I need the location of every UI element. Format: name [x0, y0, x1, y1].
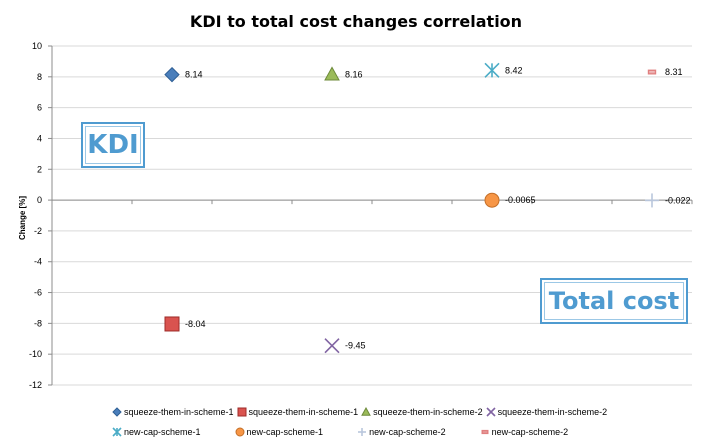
legend-item: squeeze-them-in-scheme-1	[112, 402, 234, 422]
y-tick-label: 2	[37, 164, 42, 174]
legend-row: squeeze-them-in-scheme-1 squeeze-them-in-…	[112, 402, 632, 422]
legend-item: new-cap-scheme-1	[235, 422, 324, 442]
data-point-squeeze-them-in-scheme-1: -8.04	[164, 316, 206, 332]
y-tick-label: 0	[37, 195, 42, 205]
circle-marker-icon	[235, 427, 245, 437]
legend-label: squeeze-them-in-scheme-1	[248, 407, 359, 417]
data-point-squeeze-them-in-scheme-2: -9.45	[324, 338, 366, 354]
legend-item: new-cap-scheme-1	[112, 422, 201, 442]
legend-item: new-cap-scheme-2	[480, 422, 569, 442]
data-points: 8.14 -8.04 8.16 -9.45 8.42 -0.0065 -0.022 8.31	[164, 62, 691, 354]
triangle-marker-icon	[361, 407, 371, 416]
data-label: 8.16	[345, 69, 363, 79]
gridlines	[48, 45, 693, 386]
y-tick-label: 8	[37, 72, 42, 82]
legend-label: new-cap-scheme-1	[246, 427, 324, 437]
data-label: 8.14	[185, 70, 203, 80]
y-tick-label: -10	[29, 349, 42, 359]
data-point-new-cap-scheme-1: -0.0065	[484, 192, 536, 208]
legend-label: new-cap-scheme-2	[491, 427, 569, 437]
data-point-squeeze-them-in-scheme-2: 8.16	[324, 66, 363, 81]
legend-item: squeeze-them-in-scheme-2	[486, 402, 608, 422]
data-point-new-cap-scheme-2: 8.31	[647, 67, 683, 77]
y-tick-label: 4	[37, 133, 42, 143]
y-axis-ticks: 10 8 6 4 2 0 -2 -4 -6 -8 -10 -12	[29, 41, 42, 390]
data-label: -0.022	[665, 195, 691, 205]
x-marker-icon	[486, 407, 496, 417]
total-cost-annotation-text: Total cost	[548, 287, 680, 315]
data-point-new-cap-scheme-2: -0.022	[645, 193, 691, 208]
y-tick-label: 6	[37, 103, 42, 113]
legend-label: squeeze-them-in-scheme-2	[497, 407, 608, 417]
data-label: -0.0065	[505, 195, 536, 205]
data-label: -8.04	[185, 319, 206, 329]
y-tick-label: 10	[32, 41, 42, 51]
data-point-squeeze-them-in-scheme-1: 8.14	[164, 66, 203, 83]
star-marker-icon	[112, 427, 122, 437]
kdi-annotation: KDI	[81, 122, 145, 168]
chart-legend: squeeze-them-in-scheme-1 squeeze-them-in-…	[112, 402, 632, 442]
y-tick-label: -4	[34, 257, 42, 267]
data-label: -9.45	[345, 341, 366, 351]
legend-item: squeeze-them-in-scheme-2	[361, 402, 483, 422]
y-tick-label: -8	[34, 318, 42, 328]
kdi-annotation-text: KDI	[87, 130, 139, 160]
plus-marker-icon	[358, 428, 367, 436]
dash-marker-icon	[481, 429, 489, 435]
legend-item: squeeze-them-in-scheme-1	[237, 402, 359, 422]
legend-label: new-cap-scheme-2	[369, 427, 446, 437]
legend-label: new-cap-scheme-1	[124, 427, 201, 437]
total-cost-annotation: Total cost	[540, 278, 688, 324]
square-marker-icon	[237, 407, 247, 417]
y-axis-label: Change [%]	[18, 196, 27, 240]
diamond-marker-icon	[112, 407, 122, 417]
y-tick-label: -6	[34, 288, 42, 298]
legend-label: squeeze-them-in-scheme-2	[373, 407, 483, 417]
legend-item: new-cap-scheme-2	[357, 422, 446, 442]
chart-title: KDI to total cost changes correlation	[190, 12, 522, 31]
data-point-new-cap-scheme-1: 8.42	[484, 62, 523, 78]
y-tick-label: -12	[29, 380, 42, 390]
y-tick-label: -2	[34, 226, 42, 236]
data-label: 8.31	[665, 67, 683, 77]
data-label: 8.42	[505, 65, 523, 75]
legend-row: new-cap-scheme-1 new-cap-scheme-1 new-cap-…	[112, 422, 632, 442]
legend-label: squeeze-them-in-scheme-1	[124, 407, 234, 417]
